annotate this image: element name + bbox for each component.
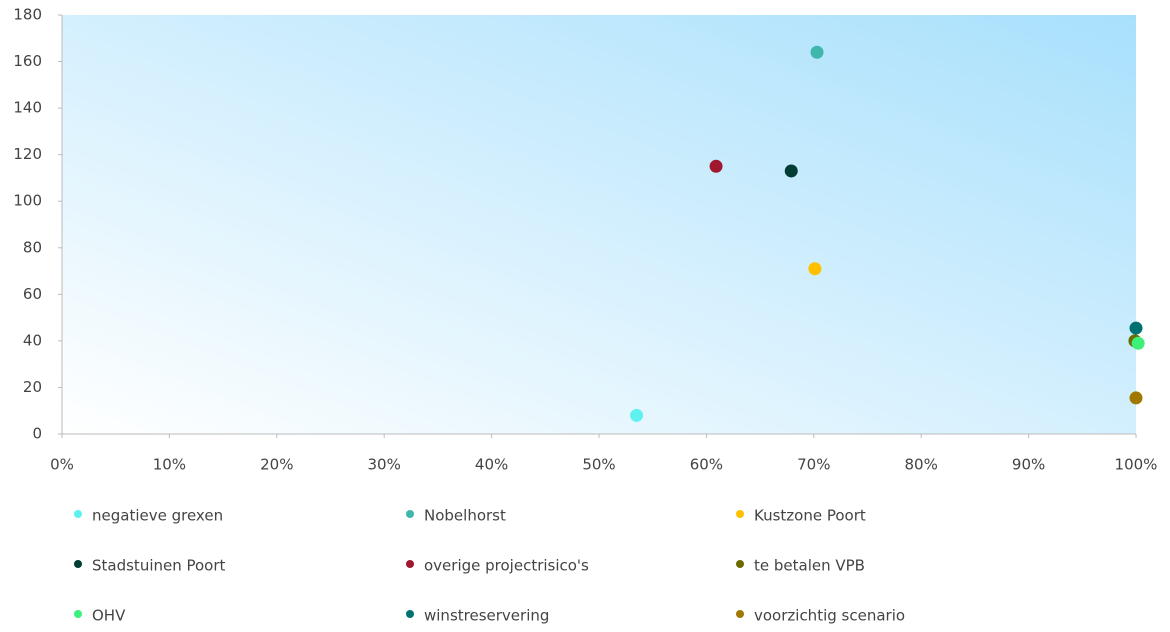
- legend-marker: [736, 510, 744, 518]
- x-tick-label: 100%: [1115, 456, 1158, 474]
- point: [784, 164, 798, 178]
- y-tick-label: 60: [23, 285, 42, 303]
- legend-marker: [736, 560, 744, 568]
- legend-label: te betalen VPB: [754, 557, 865, 575]
- x-tick-label: 40%: [475, 456, 508, 474]
- point: [808, 262, 822, 276]
- legend-marker: [736, 610, 744, 618]
- point: [1129, 321, 1143, 335]
- legend-marker: [406, 560, 414, 568]
- point: [810, 45, 824, 59]
- y-tick-label: 160: [13, 52, 42, 70]
- y-tick-label: 40: [23, 331, 42, 349]
- y-tick-label: 20: [23, 378, 42, 396]
- point: [630, 408, 644, 422]
- legend-label: Kustzone Poort: [754, 507, 866, 525]
- legend-label: overige projectrisico's: [424, 557, 589, 575]
- y-tick-label: 180: [13, 6, 42, 24]
- x-tick-label: 30%: [368, 456, 401, 474]
- legend-marker: [74, 510, 82, 518]
- y-tick-label: 140: [13, 99, 42, 117]
- legend-marker: [406, 610, 414, 618]
- legend-label: winstreservering: [424, 607, 549, 625]
- point: [709, 159, 723, 173]
- x-tick-label: 20%: [260, 456, 293, 474]
- legend-label: OHV: [92, 607, 126, 625]
- legend-label: Stadstuinen Poort: [92, 557, 226, 575]
- legend-label: Nobelhorst: [424, 507, 506, 525]
- y-tick-label: 80: [23, 238, 42, 256]
- y-tick-label: 100: [13, 192, 42, 210]
- legend-marker: [74, 610, 82, 618]
- x-tick-label: 90%: [1012, 456, 1045, 474]
- legend-marker: [406, 510, 414, 518]
- y-tick-label: 120: [13, 145, 42, 163]
- x-tick-label: 80%: [905, 456, 938, 474]
- x-tick-label: 70%: [797, 456, 830, 474]
- x-tick-label: 50%: [582, 456, 615, 474]
- x-tick-label: 60%: [690, 456, 723, 474]
- legend-label: negatieve grexen: [92, 507, 223, 525]
- legend-marker: [74, 560, 82, 568]
- point: [1129, 391, 1143, 405]
- point: [1131, 336, 1145, 350]
- y-tick-label: 0: [32, 425, 42, 443]
- x-tick-label: 0%: [50, 456, 74, 474]
- plot-area: [62, 15, 1136, 434]
- x-tick-label: 10%: [153, 456, 186, 474]
- legend-label: voorzichtig scenario: [754, 607, 905, 625]
